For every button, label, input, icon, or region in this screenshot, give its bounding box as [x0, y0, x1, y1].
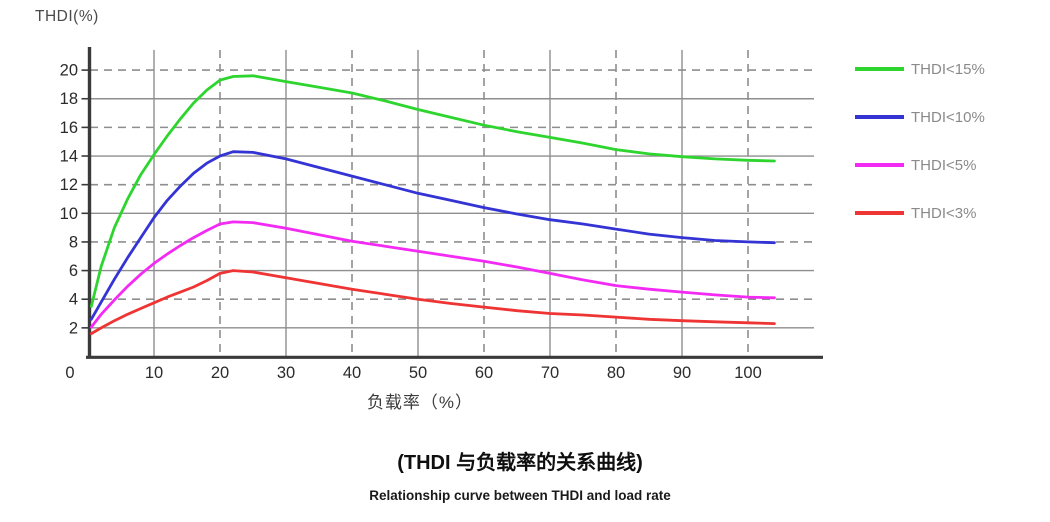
legend-line-swatch [855, 115, 904, 119]
caption-english: Relationship curve between THDI and load… [369, 488, 671, 503]
x-tick-label: 70 [541, 364, 559, 382]
y-tick-label: 2 [69, 319, 78, 337]
y-axis-title: THDI(%) [35, 8, 99, 25]
legend-line-swatch [855, 67, 904, 71]
legend-line-swatch [855, 163, 904, 167]
caption-chinese: (THDI 与负载率的关系曲线) [397, 452, 643, 474]
thdi-load-line-chart: 2 4 6 8 10 12 14 16 18 20 0 10 20 30 40 50 60 70 80 90 100 [60, 47, 823, 382]
x-tick-label: 90 [673, 364, 691, 382]
y-tick-label: 18 [60, 90, 78, 108]
chart-legend: THDI<15% THDI<10% THDI<5% THDI<3% [855, 58, 985, 224]
x-tick-label: 40 [343, 364, 361, 382]
legend-item: THDI<3% [855, 202, 985, 224]
curve-thdi-10- [89, 150, 776, 321]
y-tick-label: 4 [69, 291, 78, 309]
legend-label: THDI<10% [911, 108, 985, 126]
curve-thdi-3- [89, 269, 776, 336]
y-tick-label: 16 [60, 119, 78, 137]
legend-item: THDI<10% [855, 106, 985, 128]
x-tick-label: 100 [734, 364, 762, 382]
legend-label: THDI<5% [911, 156, 977, 174]
y-tick-label: 10 [60, 205, 78, 223]
x-tick-label: 60 [475, 364, 493, 382]
x-axis-title: 负载率（%） [366, 393, 474, 412]
y-tick-label: 12 [60, 176, 78, 194]
y-tick-label: 6 [69, 262, 78, 280]
x-tick-label: 0 [65, 364, 74, 382]
x-tick-label: 80 [607, 364, 625, 382]
y-tick-label: 8 [69, 233, 78, 251]
y-tick-label: 14 [60, 148, 78, 166]
y-tick-label: 20 [60, 62, 78, 80]
curve-thdi-5- [89, 220, 776, 329]
legend-line-swatch [855, 211, 904, 215]
curve-thdi-15- [89, 74, 776, 308]
x-tick-label: 30 [277, 364, 295, 382]
x-tick-label: 10 [145, 364, 163, 382]
x-tick-label: 20 [211, 364, 229, 382]
legend-label: THDI<15% [911, 60, 985, 78]
legend-item: THDI<15% [855, 58, 985, 80]
legend-label: THDI<3% [911, 204, 977, 222]
legend-item: THDI<5% [855, 154, 985, 176]
x-tick-label: 50 [409, 364, 427, 382]
